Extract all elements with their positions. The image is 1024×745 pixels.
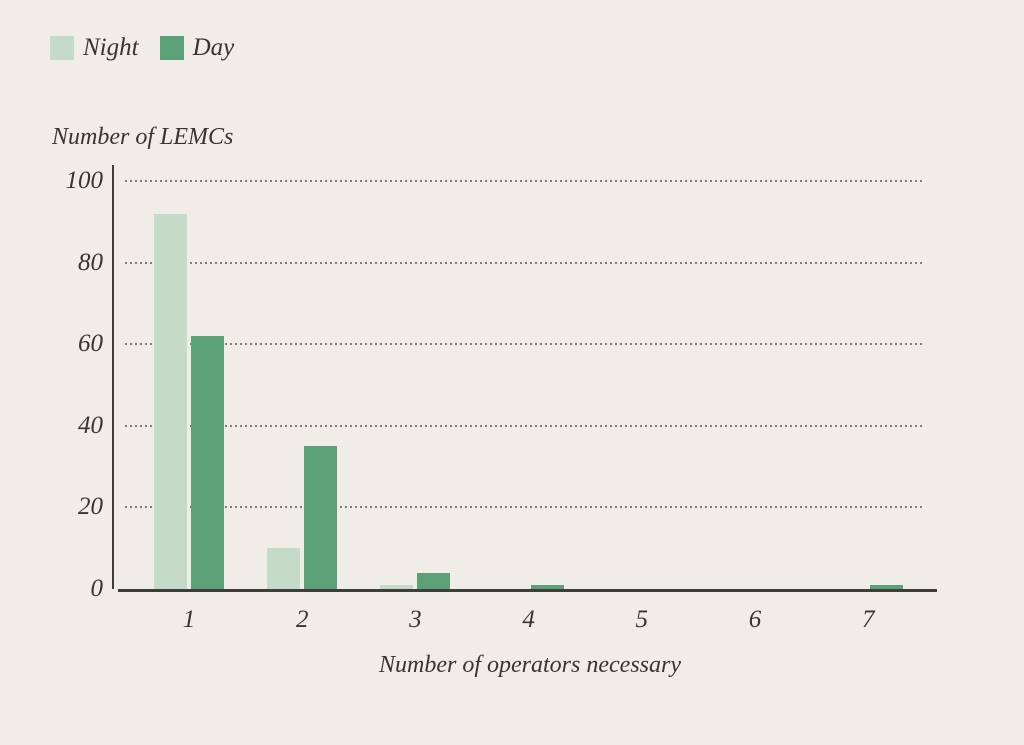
x-tick-label-3: 3	[409, 606, 422, 633]
bar-night-3	[380, 585, 414, 589]
gridline-40	[125, 424, 922, 427]
gridline-80	[125, 261, 922, 264]
gridline-20	[125, 506, 922, 509]
legend-label-night: Night	[83, 34, 139, 61]
legend-item-night: Night	[50, 34, 139, 61]
y-tick-label-100: 100	[65, 167, 104, 194]
x-axis-line	[118, 589, 937, 592]
legend-item-day: Day	[159, 34, 235, 61]
y-tick-label-80: 80	[78, 248, 103, 276]
y-tick-label-40: 40	[78, 411, 103, 439]
gridline-100	[125, 180, 922, 182]
bar-day-7	[870, 585, 904, 589]
bar-day-1	[191, 336, 224, 589]
y-tick-label-0: 0	[90, 575, 104, 602]
gridline-60	[125, 343, 922, 346]
x-axis-title: Number of operators necessary	[379, 652, 681, 678]
bar-night-1	[154, 214, 187, 589]
bar-day-4	[530, 585, 564, 589]
x-tick-label-2: 2	[295, 606, 309, 633]
y-tick-label-60: 60	[78, 330, 103, 358]
y-axis-title: Number of LEMCs	[52, 124, 234, 150]
y-tick-label-20: 20	[78, 493, 103, 521]
legend-swatch-night	[50, 36, 74, 60]
x-tick-label-5: 5	[635, 606, 649, 633]
y-axis-line	[112, 165, 114, 589]
x-tick-label-1: 1	[182, 606, 196, 633]
x-tick-label-7: 7	[861, 606, 875, 633]
x-tick-label-4: 4	[522, 606, 535, 633]
bar-day-3	[417, 573, 451, 589]
bar-night-2	[267, 548, 301, 589]
legend-label-day: Day	[192, 34, 235, 61]
bar-day-2	[304, 446, 338, 589]
x-tick-label-6: 6	[748, 606, 762, 633]
legend-swatch-day	[159, 36, 184, 60]
legend: Night Day	[50, 34, 235, 61]
